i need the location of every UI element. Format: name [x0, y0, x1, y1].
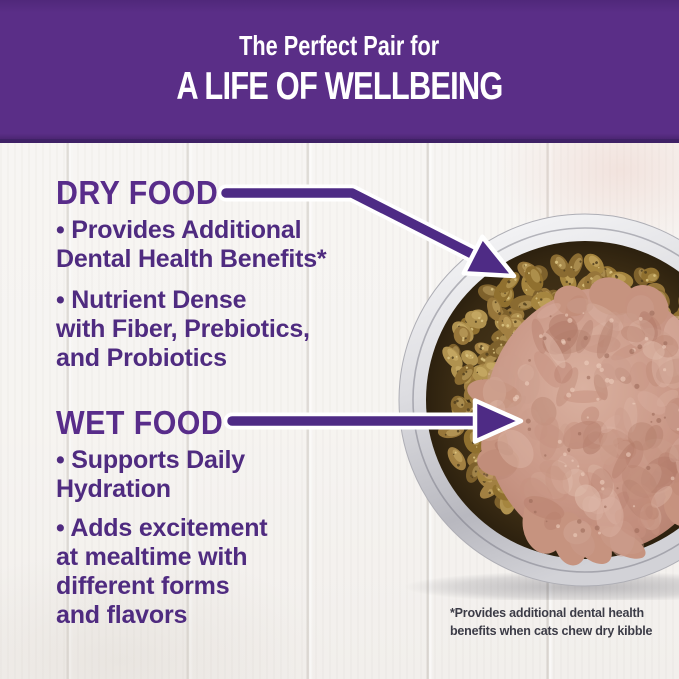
wet-food-mound	[467, 277, 679, 566]
header-title-text: A LIFE OF WELLBEING	[176, 65, 503, 108]
wet-food-heading: WET FOOD	[56, 404, 224, 441]
dry-food-bullet-2: • Nutrient Dense with Fiber, Prebiotics,…	[56, 286, 310, 372]
wet-food-bullet-2: • Adds excitement at mealtime with diffe…	[56, 514, 268, 629]
bowl-photo	[398, 213, 679, 600]
footnote: *Provides additional dental health benef…	[450, 606, 653, 638]
header-subtitle-text: The Perfect Pair for	[239, 30, 440, 61]
header-banner: The Perfect Pair for A LIFE OF WELLBEING	[0, 0, 679, 143]
header-subtitle: The Perfect Pair for	[41, 30, 639, 62]
wet-food-bullet-1: • Supports Daily Hydration	[56, 446, 245, 503]
header-title: A LIFE OF WELLBEING	[0, 65, 679, 109]
dry-food-heading: DRY FOOD	[56, 174, 219, 211]
bowl-rim-lip	[412, 227, 679, 573]
dry-food-bullet-1: • Provides Additional Dental Health Bene…	[56, 216, 327, 273]
